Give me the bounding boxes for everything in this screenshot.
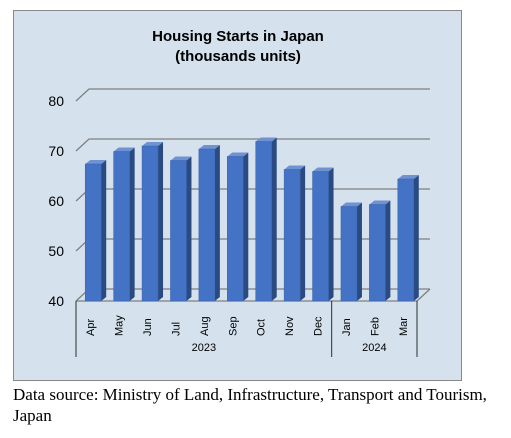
bar-sep (227, 152, 249, 302)
bar-jun (141, 142, 164, 302)
bar-side (243, 152, 249, 301)
bar-top (227, 152, 249, 157)
bar-front (170, 160, 187, 302)
bar-front (312, 171, 329, 302)
bar-feb (369, 200, 391, 302)
bar-side (101, 160, 107, 301)
chart-svg: Housing Starts in Japan (thousands units… (48, 28, 431, 357)
x-tick-label: Oct (256, 319, 268, 336)
x-tick-label: Apr (85, 319, 97, 336)
bar-top (340, 202, 362, 207)
y-tick-label: 70 (48, 143, 64, 159)
bar-front (340, 206, 358, 302)
bar-side (385, 200, 391, 301)
chart-subtitle: (thousands units) (175, 48, 301, 65)
gridline-80 (75, 88, 430, 102)
bar-side (271, 137, 277, 301)
chart-title: Housing Starts in Japan (152, 28, 324, 45)
x-tick-label: Jun (142, 318, 154, 336)
x-tick-label: May (114, 315, 126, 336)
bar-top (369, 200, 391, 205)
group-label-2023: 2023 (192, 342, 216, 354)
bar-side (328, 167, 334, 301)
bar-top (397, 175, 419, 179)
y-axis-ticks: 40 50 60 70 80 (48, 93, 64, 309)
bar-side (356, 202, 362, 301)
bar-dec (312, 167, 334, 302)
bar-front (283, 169, 301, 302)
bar-side (214, 145, 220, 301)
bar-front (255, 141, 272, 302)
source-note: Data source: Ministry of Land, Infrastru… (13, 385, 487, 425)
y-tick-label: 50 (48, 243, 64, 259)
x-tick-label: Jul (170, 322, 182, 336)
gridline-70 (75, 138, 430, 152)
x-tick-label: Sep (227, 316, 239, 336)
bar-front (397, 178, 415, 302)
bar-top (198, 145, 220, 149)
group-label-2024: 2024 (362, 342, 386, 354)
bar-nov (283, 165, 306, 302)
bar-side (158, 142, 164, 301)
x-tick-label: Mar (398, 317, 410, 336)
bar-top (170, 156, 192, 161)
bar-side (300, 165, 306, 301)
bar-top (312, 167, 334, 172)
bar-top (142, 142, 164, 146)
x-axis: Apr May Jun Jul Aug Sep Oct Nov Dec Jan Feb Mar 2023… (75, 301, 418, 357)
bar-front (369, 204, 386, 302)
bar-front (198, 148, 216, 302)
bar-jul (170, 156, 192, 302)
bar-top (113, 147, 135, 152)
bar-front (113, 151, 130, 302)
y-tick-label: 60 (48, 193, 64, 209)
floor-right-edge (416, 288, 431, 302)
x-tick-label: Nov (284, 316, 296, 336)
bar-top (85, 160, 107, 164)
bar-top (284, 165, 306, 170)
y-tick-label: 80 (48, 93, 64, 109)
bar-oct (255, 137, 277, 302)
bar-side (129, 147, 135, 301)
bar-layer (84, 137, 419, 302)
bar-may (113, 147, 135, 302)
bar-front (141, 145, 159, 302)
x-tick-label: Dec (313, 316, 325, 336)
bar-apr (84, 160, 107, 302)
bar-side (413, 175, 419, 301)
chart-frame: Housing Starts in Japan (thousands units… (13, 10, 462, 381)
bar-aug (198, 145, 220, 302)
bar-mar (397, 175, 419, 302)
y-tick-label: 40 (48, 293, 64, 309)
x-tick-label: Jan (341, 318, 353, 336)
x-tick-label: Aug (199, 316, 211, 336)
x-tick-label: Feb (369, 317, 381, 336)
bar-jan (340, 202, 362, 302)
bar-top (255, 137, 277, 142)
bar-front (84, 163, 102, 302)
bar-front (227, 156, 244, 302)
bar-side (186, 156, 192, 301)
